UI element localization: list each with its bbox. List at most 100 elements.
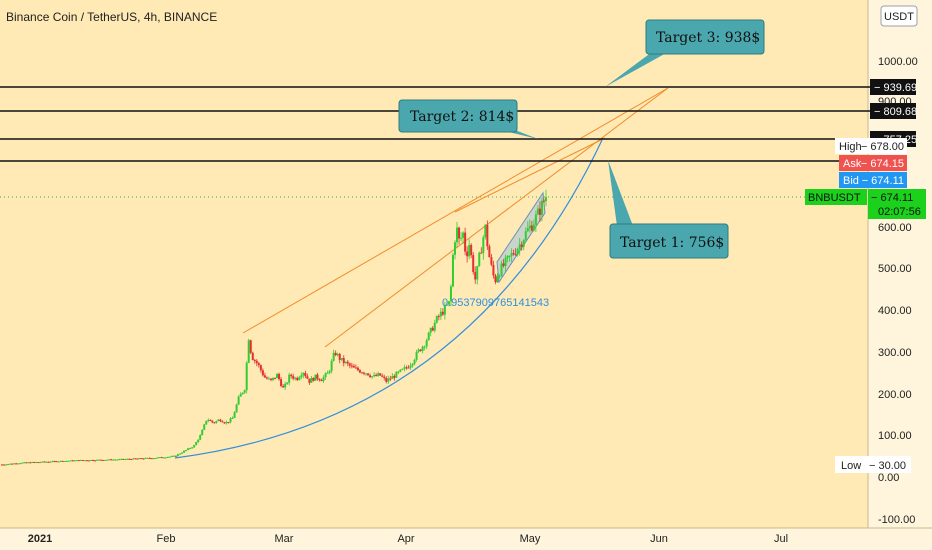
candle-body [510, 253, 513, 256]
candle-body [104, 459, 107, 461]
candle-body [116, 459, 119, 461]
last-price-countdown: 02:07:56 [878, 206, 921, 218]
low-price-tag-value: − 30.00 [869, 460, 906, 472]
candle-body [334, 352, 337, 356]
candle-body [528, 225, 531, 229]
time-axis-panel [0, 528, 932, 550]
callout-target-3[interactable]: Target 3: 938$ [605, 19, 765, 87]
candle-body [332, 352, 335, 361]
upper-trendline-1[interactable] [242, 87, 669, 334]
candle-body [312, 377, 315, 381]
candle-body [385, 378, 388, 382]
candle-body [211, 420, 214, 423]
candle-body [362, 372, 365, 374]
x-tick-label: Jul [774, 533, 788, 545]
candle-body [389, 378, 392, 380]
candle-body [443, 305, 446, 315]
candle-body [203, 424, 206, 430]
candle-body [383, 376, 386, 379]
x-tick-label: 2021 [28, 533, 52, 545]
candle-body [278, 373, 281, 380]
candle-body [308, 378, 311, 383]
candle-body [3, 464, 6, 466]
candle-body [35, 462, 38, 464]
candle-body [71, 460, 74, 462]
upper-trendline-3[interactable] [454, 137, 606, 213]
candle-body [225, 422, 228, 424]
candle-body [326, 372, 329, 374]
candle-body [118, 459, 121, 461]
candle-body [148, 457, 151, 459]
candle-body [381, 375, 384, 377]
candle-body [545, 197, 547, 202]
candle-body [27, 462, 30, 464]
candle-body [302, 372, 305, 376]
candle-body [429, 327, 432, 333]
bid-price-tag-box [839, 172, 907, 188]
candle-body [407, 367, 410, 369]
candle-body [134, 458, 137, 460]
candle-body [102, 459, 105, 461]
candle-body [112, 459, 115, 461]
currency-badge[interactable] [880, 5, 918, 27]
candle-body [318, 378, 321, 381]
candle-body [49, 461, 52, 463]
parabolic-support-curve[interactable] [174, 137, 604, 459]
y-tick-label: 600.00 [878, 222, 912, 234]
candle-body [296, 377, 299, 380]
high-price-tag-box [835, 138, 907, 154]
candle-body [508, 255, 511, 257]
y-tick-label: 100.00 [878, 430, 912, 442]
candle-body [490, 257, 493, 265]
candle-body [500, 263, 503, 276]
candle-body [476, 266, 479, 280]
candle-body [482, 237, 485, 253]
level-tag-text: − 939.69 [874, 82, 917, 94]
level-tag [870, 103, 916, 119]
curve-value-label: 0.9537909765141543 [442, 297, 549, 309]
last-price-tag-value: − 674.11 [871, 192, 913, 204]
candle-body [207, 420, 210, 422]
candle-body [197, 439, 200, 443]
candle-body [15, 463, 18, 465]
candle-body [358, 370, 361, 373]
rising-channel[interactable] [496, 191, 546, 284]
candle-body [518, 244, 521, 249]
candle-body [195, 442, 198, 446]
candle-body [45, 461, 48, 463]
y-axis-ticks: 1000.00900.00600.00500.00400.00300.00200… [878, 56, 918, 526]
ask-price-tag-name: Ask [843, 158, 862, 170]
candle-body [83, 460, 86, 462]
candle-body [342, 358, 345, 364]
candle-body [77, 460, 80, 462]
upper-trendline-2[interactable] [324, 87, 669, 348]
candle-body [92, 459, 95, 461]
x-tick-label: Mar [275, 533, 294, 545]
candle-body [540, 200, 543, 215]
candle-body [399, 369, 402, 372]
candle-body [451, 254, 454, 287]
candle-body [187, 448, 190, 450]
candle-body [456, 227, 459, 243]
candle-body [85, 460, 88, 462]
high-price-tag-value: − 678.00 [861, 141, 904, 153]
callout-target-2[interactable]: Target 2: 814$ [398, 99, 538, 139]
candle-body [441, 311, 444, 315]
candle-body [395, 371, 398, 378]
candle-body [166, 456, 169, 458]
candle-body [532, 224, 535, 231]
candle-body [237, 396, 240, 405]
candle-body [241, 392, 244, 395]
candle-body [96, 459, 99, 461]
candle-body [458, 227, 461, 239]
callout-target-1[interactable]: Target 1: 756$ [608, 160, 729, 259]
candle-body [257, 363, 260, 366]
candle-body [239, 394, 242, 397]
candle-body [284, 383, 287, 388]
candle-body [415, 351, 418, 360]
candle-body [340, 358, 343, 360]
candle-body [209, 420, 212, 422]
candle-body [21, 462, 24, 464]
candle-body [55, 461, 58, 463]
